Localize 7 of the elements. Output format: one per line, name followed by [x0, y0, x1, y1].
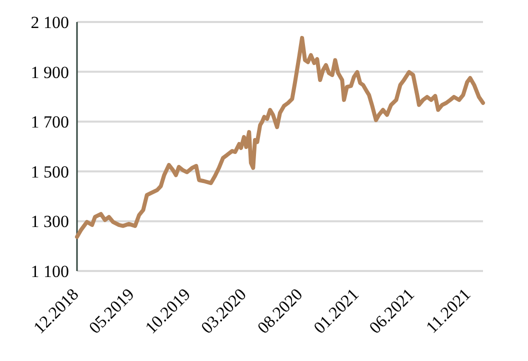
y-tick-label: 2 100	[30, 12, 69, 32]
y-tick-label: 1 500	[30, 162, 69, 182]
y-tick-label: 1 700	[30, 112, 69, 132]
y-tick-label: 1 300	[30, 212, 69, 232]
y-tick-label: 1 900	[30, 62, 69, 82]
y-tick-label: 1 100	[30, 262, 69, 281]
line-series	[75, 36, 485, 239]
